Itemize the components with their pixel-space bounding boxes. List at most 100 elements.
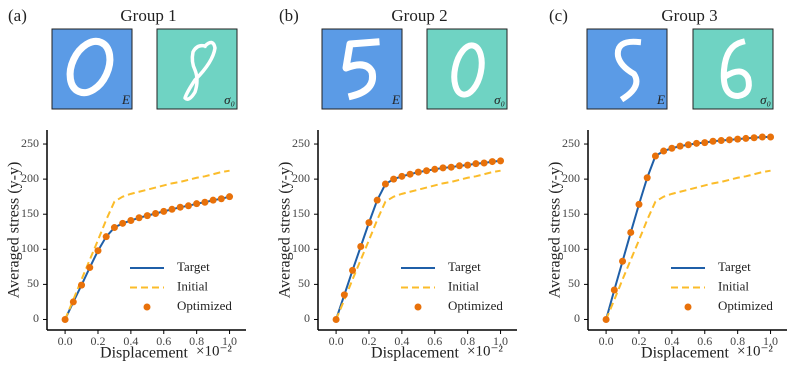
digit (66, 37, 114, 97)
digit (183, 40, 217, 101)
image-label: σ₀ (760, 92, 771, 107)
image-pair (321, 28, 508, 110)
data-point (193, 200, 201, 208)
panel-title: Group 3 (661, 6, 717, 25)
data-point (176, 203, 184, 211)
panel-title: Group 1 (120, 6, 176, 25)
legend-marker (414, 303, 422, 311)
x-tick-label: 0.0 (599, 334, 614, 348)
y-tick-label: 200 (292, 171, 310, 185)
image-label: E (391, 92, 400, 107)
y-tick-label: 150 (562, 206, 580, 220)
image-pair (586, 28, 774, 110)
y-tick-label: 250 (562, 136, 580, 150)
data-point (110, 224, 118, 232)
legend-label: Optimized (718, 298, 773, 313)
x-axis-label: Displacement (641, 345, 730, 362)
x-tick-label: 0.8 (189, 334, 204, 348)
y-tick-label: 250 (292, 136, 310, 150)
data-point (349, 266, 357, 274)
y-tick-label: 150 (21, 206, 39, 220)
legend-label: Optimized (177, 298, 232, 313)
data-point (340, 291, 348, 299)
legend-label: Target (448, 259, 481, 274)
data-point (750, 134, 758, 142)
data-point (217, 195, 225, 203)
data-point (610, 286, 618, 294)
data-point (168, 205, 176, 213)
data-point (78, 281, 86, 289)
series-line (335, 169, 501, 320)
digit (720, 38, 752, 99)
data-point (209, 196, 217, 204)
data-point (627, 228, 635, 236)
data-point (226, 193, 234, 201)
panel-title: Group 2 (391, 6, 447, 25)
x-offset-label: ×10⁻² (196, 343, 232, 359)
data-point (381, 180, 389, 188)
data-point (414, 168, 422, 176)
x-tick-label: 0.6 (156, 334, 171, 348)
data-point (497, 157, 505, 165)
digit (451, 42, 485, 98)
data-point (143, 212, 151, 220)
y-tick-label: 50 (568, 276, 580, 290)
image-label: E (656, 92, 665, 107)
data-point (135, 214, 143, 222)
y-tick-label: 0 (304, 311, 310, 325)
data-point (701, 139, 709, 147)
digit (614, 38, 642, 103)
x-tick-label: 1.0 (222, 334, 237, 348)
data-point (684, 141, 692, 149)
data-point (742, 134, 750, 142)
x-tick-label: 0.4 (394, 334, 409, 348)
legend-marker (684, 303, 692, 311)
data-point (668, 144, 676, 152)
data-point (734, 135, 742, 143)
x-axis-label: Displacement (371, 345, 460, 362)
data-point (69, 298, 77, 306)
legend-label: Target (177, 259, 210, 274)
series-line (335, 159, 501, 320)
data-point (398, 172, 406, 180)
legend-label: Initial (448, 278, 479, 293)
data-point (619, 257, 627, 265)
image-sigma (156, 28, 238, 110)
series-line (64, 169, 230, 320)
data-point (119, 219, 127, 227)
data-point (365, 219, 373, 227)
x-tick-label: 1.0 (493, 334, 508, 348)
data-point (102, 233, 110, 241)
x-tick-label: 0.4 (123, 334, 138, 348)
panel-label: (a) (8, 6, 27, 25)
x-tick-label: 1.0 (763, 334, 778, 348)
data-point (717, 137, 725, 145)
x-tick-label: 0.6 (697, 334, 712, 348)
legend-label: Optimized (448, 298, 503, 313)
data-point (160, 207, 168, 215)
x-tick-label: 0.0 (58, 334, 73, 348)
data-point (758, 133, 766, 141)
panel-label: (b) (279, 6, 299, 25)
data-point (602, 315, 610, 323)
x-tick-label: 0.8 (730, 334, 745, 348)
legend-label: Initial (177, 278, 208, 293)
y-tick-label: 0 (574, 311, 580, 325)
data-point (709, 137, 717, 145)
data-point (86, 264, 94, 272)
data-point (423, 167, 431, 175)
x-tick-label: 0.8 (460, 334, 475, 348)
data-point (357, 242, 365, 250)
digit (342, 38, 380, 101)
y-tick-label: 100 (292, 241, 310, 255)
legend-label: Initial (718, 278, 749, 293)
data-point (643, 174, 651, 182)
panel-label: (c) (549, 6, 568, 25)
x-tick-label: 0.2 (361, 334, 376, 348)
image-pair (51, 28, 238, 110)
y-axis-label: Averaged stress (y-y) (547, 162, 564, 299)
data-point (94, 247, 102, 255)
x-offset-label: ×10⁻² (467, 343, 503, 359)
